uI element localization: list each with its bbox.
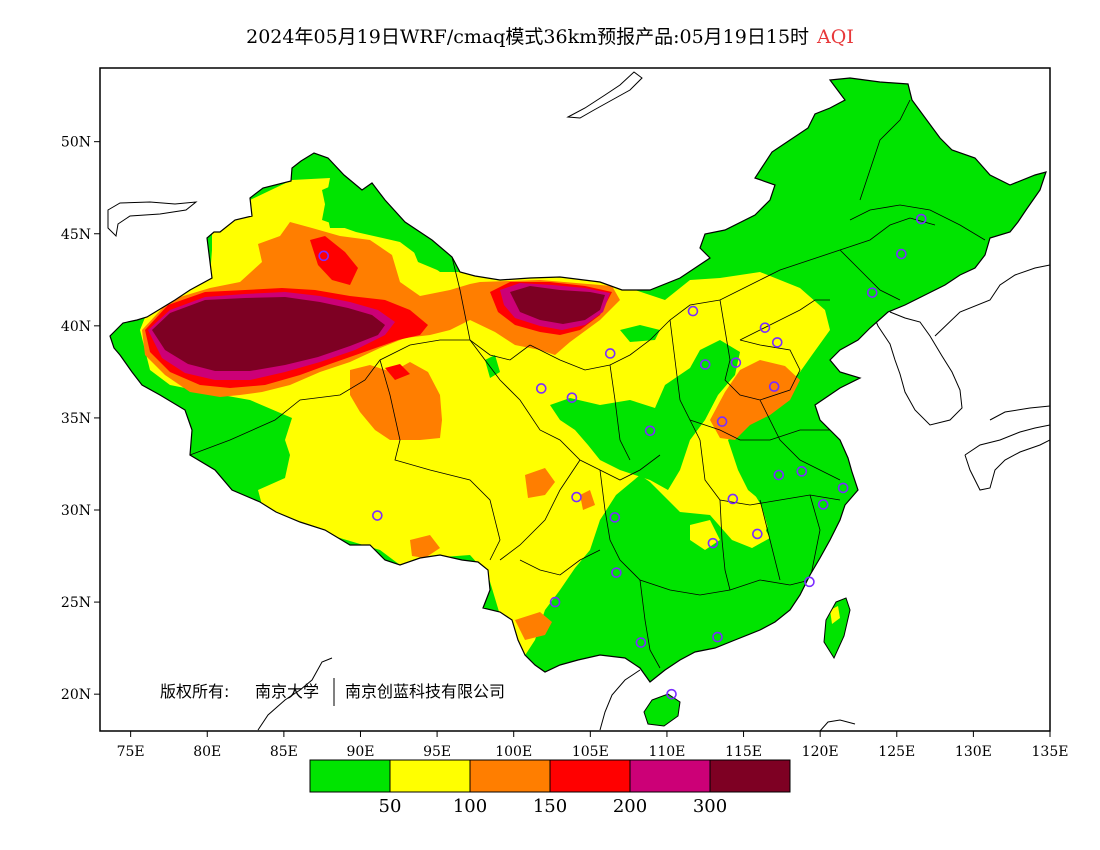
- x-tick-label: 115E: [725, 744, 762, 760]
- x-tick-label: 100E: [495, 744, 532, 760]
- station-marker: [866, 287, 878, 298]
- station-marker: [611, 567, 622, 578]
- station-marker: [609, 512, 621, 523]
- map-title: 2024年05月19日WRF/cmaq模式36km预报产品:05月19日15时 A…: [0, 22, 1100, 49]
- x-tick-label: 80E: [193, 744, 221, 760]
- y-tick-label: 40N: [61, 319, 91, 335]
- station-marker: [712, 631, 723, 643]
- legend-label: 100: [453, 796, 487, 817]
- station-marker: [752, 528, 763, 540]
- legend-swatch: [629, 759, 711, 793]
- y-tick-label: 25N: [61, 595, 91, 611]
- y-tick-label: 45N: [61, 227, 91, 243]
- x-tick-label: 125E: [878, 744, 915, 760]
- legend-swatch: [469, 759, 551, 793]
- station-marker: [318, 250, 330, 262]
- x-tick-label: 130E: [955, 744, 992, 760]
- x-tick-label: 120E: [802, 744, 839, 760]
- station-marker: [771, 337, 783, 348]
- x-tick-label: 135E: [1032, 744, 1069, 760]
- station-marker: [635, 637, 647, 648]
- copyright-org2: 南京创蓝科技有限公司: [345, 682, 505, 701]
- x-tick-label: 95E: [423, 744, 451, 760]
- x-tick-label: 90E: [346, 744, 374, 760]
- station-marker: [817, 499, 829, 510]
- legend-label: 150: [533, 796, 567, 817]
- legend-label: 50: [379, 796, 402, 817]
- title-main: 2024年05月19日WRF/cmaq模式36km预报产品:05月19日15时: [246, 26, 810, 48]
- station-marker: [549, 596, 561, 608]
- legend-swatch: [549, 759, 631, 793]
- y-tick-label: 20N: [61, 687, 91, 703]
- station-marker: [837, 482, 849, 494]
- y-tick-label: 35N: [61, 411, 91, 427]
- x-axis: 75E 80E 85E 90E 95E 100E 105E 110E 115E 120E 125E 1…: [117, 731, 1069, 760]
- station-marker: [796, 466, 808, 477]
- station-marker: [699, 359, 711, 370]
- station-marker: [666, 688, 677, 700]
- legend-swatch: [389, 759, 471, 793]
- x-tick-label: 110E: [648, 744, 685, 760]
- title-variable: AQI: [817, 26, 854, 48]
- y-axis: 50N 45N 40N 35N 30N 25N 20N: [61, 135, 100, 703]
- station-marker: [716, 416, 728, 427]
- station-marker: [759, 322, 771, 333]
- legend-label: 300: [693, 796, 727, 817]
- y-tick-label: 50N: [61, 135, 91, 151]
- station-marker: [730, 357, 742, 368]
- station-marker: [727, 493, 739, 505]
- legend-label: 200: [613, 796, 647, 817]
- station-marker: [707, 537, 719, 549]
- legend-swatch: [309, 759, 391, 793]
- station-marker: [804, 576, 815, 588]
- x-tick-label: 85E: [270, 744, 298, 760]
- station-marker: [896, 248, 907, 260]
- x-tick-label: 75E: [117, 744, 145, 760]
- station-marker: [915, 213, 927, 225]
- station-marker: [566, 392, 578, 403]
- y-tick-label: 30N: [61, 503, 91, 519]
- station-marker: [768, 381, 780, 392]
- station-marker: [604, 348, 616, 359]
- station-marker: [372, 510, 383, 521]
- copyright-note: 版权所有: 南京大学 南京创蓝科技有限公司: [160, 678, 505, 706]
- plot-frame: [99, 67, 1051, 732]
- station-marker: [644, 425, 656, 437]
- station-marker: [535, 383, 547, 394]
- copyright-org1: 南京大学: [255, 682, 319, 701]
- station-marker: [773, 469, 785, 481]
- station-marker: [687, 305, 699, 317]
- copyright-owner-label: 版权所有:: [160, 682, 229, 701]
- station-markers: [318, 213, 927, 700]
- legend-swatch: [709, 759, 791, 793]
- aqi-legend: 50 100 150 200 300: [309, 759, 791, 817]
- station-marker: [571, 491, 582, 503]
- x-tick-label: 105E: [572, 744, 609, 760]
